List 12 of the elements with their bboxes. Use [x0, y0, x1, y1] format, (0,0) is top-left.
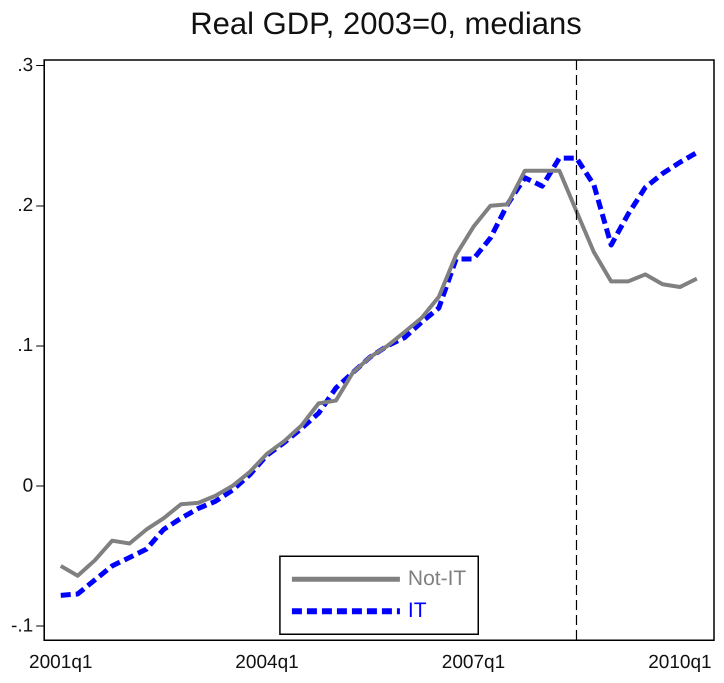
text: Not-IT	[408, 566, 466, 590]
text: IT	[408, 598, 427, 622]
x-tick-label: 2010q1	[648, 652, 712, 673]
y-tick-label: 0	[22, 475, 34, 496]
y-tick-label: .2	[17, 194, 34, 216]
x-tick-label: 2007q1	[442, 652, 506, 673]
y-tick-label: .3	[17, 54, 34, 76]
y-tick-label: .1	[17, 335, 34, 356]
y-tick-label: -.1	[10, 615, 34, 636]
chart-title: Real GDP, 2003=0, medians	[189, 6, 583, 42]
x-tick-label: 2001q1	[29, 652, 92, 673]
x-tick-label: 2004q1	[235, 652, 299, 673]
